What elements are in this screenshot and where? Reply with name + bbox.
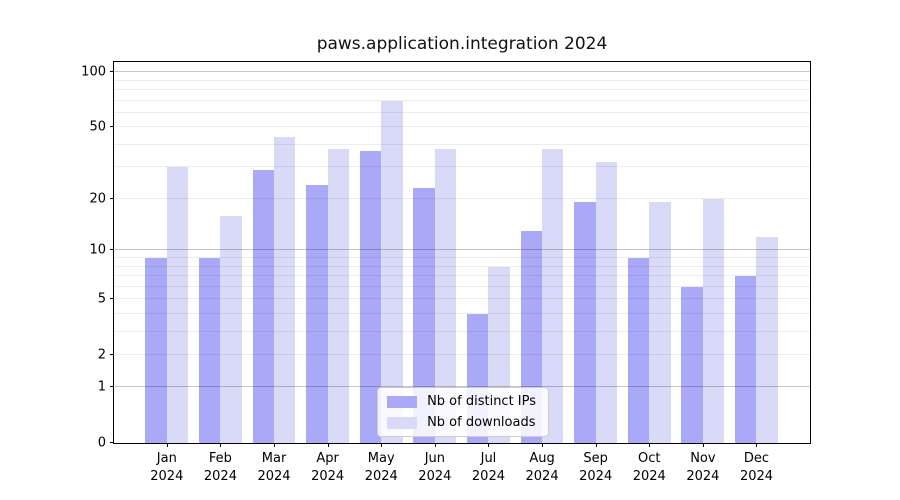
plot-area: Nb of distinct IPs Nb of downloads 0 1 2 5 1… bbox=[81, 61, 811, 484]
x-tick-label: Jul 2024 bbox=[471, 451, 505, 484]
y-tick-label: 5 bbox=[97, 291, 106, 307]
x-tick-label: May 2024 bbox=[364, 451, 398, 484]
x-tick-mark bbox=[702, 443, 704, 447]
x-tick-mark bbox=[542, 443, 544, 447]
gridline-minor bbox=[114, 99, 810, 101]
y-tick-mark bbox=[110, 386, 114, 388]
bar-distinct-ips bbox=[359, 150, 382, 443]
bar-downloads bbox=[434, 148, 457, 443]
x-tick-label: Aug 2024 bbox=[525, 451, 559, 484]
x-tick-mark bbox=[595, 443, 597, 447]
x-tick-label: Mar 2024 bbox=[257, 451, 291, 484]
y-tick-label: 50 bbox=[89, 119, 106, 135]
x-tick-mark bbox=[756, 443, 758, 447]
bar-distinct-ips bbox=[306, 184, 328, 443]
bar-distinct-ips bbox=[627, 258, 650, 443]
x-tick-mark bbox=[488, 443, 490, 447]
bar-distinct-ips bbox=[252, 169, 275, 443]
y-tick-label: 20 bbox=[89, 191, 106, 207]
gridline-minor bbox=[114, 126, 810, 128]
x-tick-label: Dec 2024 bbox=[739, 451, 774, 484]
gridline-major bbox=[114, 71, 810, 73]
chart-title: paws.application.integration 2024 bbox=[316, 34, 608, 54]
gridline-minor bbox=[114, 89, 810, 91]
y-tick-mark bbox=[110, 249, 114, 251]
y-tick-mark bbox=[110, 442, 114, 443]
x-tick-label: Nov 2024 bbox=[686, 451, 720, 484]
bar-distinct-ips bbox=[681, 286, 703, 443]
bar-downloads bbox=[327, 148, 350, 443]
y-tick-mark bbox=[110, 298, 114, 300]
bar-downloads bbox=[595, 162, 618, 443]
x-tick-mark bbox=[434, 443, 436, 447]
x-tick-label: Jun 2024 bbox=[418, 451, 452, 484]
x-tick-label: Sep 2024 bbox=[579, 451, 613, 484]
bar-downloads bbox=[649, 202, 671, 443]
legend-swatch-distinct-ips bbox=[387, 395, 418, 408]
x-tick-mark bbox=[649, 443, 651, 447]
gridline-minor bbox=[114, 143, 810, 145]
x-tick-label: Jan 2024 bbox=[150, 451, 184, 484]
x-tick-mark bbox=[220, 443, 222, 447]
bar-downloads bbox=[542, 148, 564, 443]
x-tick-mark bbox=[381, 443, 383, 447]
y-tick-label: 100 bbox=[81, 64, 106, 80]
x-tick-label: Apr 2024 bbox=[311, 451, 345, 484]
y-tick-label: 2 bbox=[97, 347, 106, 363]
bar-downloads bbox=[166, 167, 189, 443]
y-tick-mark bbox=[110, 71, 114, 73]
x-tick-mark bbox=[166, 443, 168, 447]
bar-downloads bbox=[220, 215, 242, 443]
x-tick-mark bbox=[327, 443, 329, 447]
x-tick-label: Oct 2024 bbox=[632, 451, 666, 484]
bar-downloads bbox=[702, 198, 725, 443]
bar-downloads bbox=[756, 237, 778, 443]
y-tick-label: 10 bbox=[89, 242, 106, 258]
legend: Nb of distinct IPs Nb of downloads bbox=[377, 387, 550, 437]
bar-distinct-ips bbox=[735, 276, 757, 443]
x-tick-mark bbox=[274, 443, 276, 447]
legend-row-distinct-ips: Nb of distinct IPs bbox=[387, 394, 536, 409]
bar-distinct-ips bbox=[413, 187, 435, 443]
bar-downloads bbox=[381, 100, 403, 443]
legend-label-downloads: Nb of downloads bbox=[427, 415, 536, 430]
y-tick-label: 0 bbox=[97, 435, 106, 451]
legend-label-distinct-ips: Nb of distinct IPs bbox=[427, 394, 537, 409]
legend-row-downloads: Nb of downloads bbox=[387, 415, 536, 430]
gridline-minor bbox=[114, 79, 810, 81]
gridline-minor bbox=[114, 166, 810, 168]
bar-distinct-ips bbox=[198, 258, 221, 443]
bar-distinct-ips bbox=[145, 258, 167, 443]
gridline-minor bbox=[114, 111, 810, 113]
y-tick-label: 1 bbox=[97, 379, 106, 395]
y-tick-mark bbox=[110, 353, 114, 355]
y-tick-mark bbox=[110, 126, 114, 128]
legend-swatch-downloads bbox=[387, 416, 418, 429]
x-tick-label: Feb 2024 bbox=[203, 451, 237, 484]
bar-downloads bbox=[274, 137, 296, 443]
bar-distinct-ips bbox=[574, 202, 596, 443]
y-tick-mark bbox=[110, 197, 114, 199]
